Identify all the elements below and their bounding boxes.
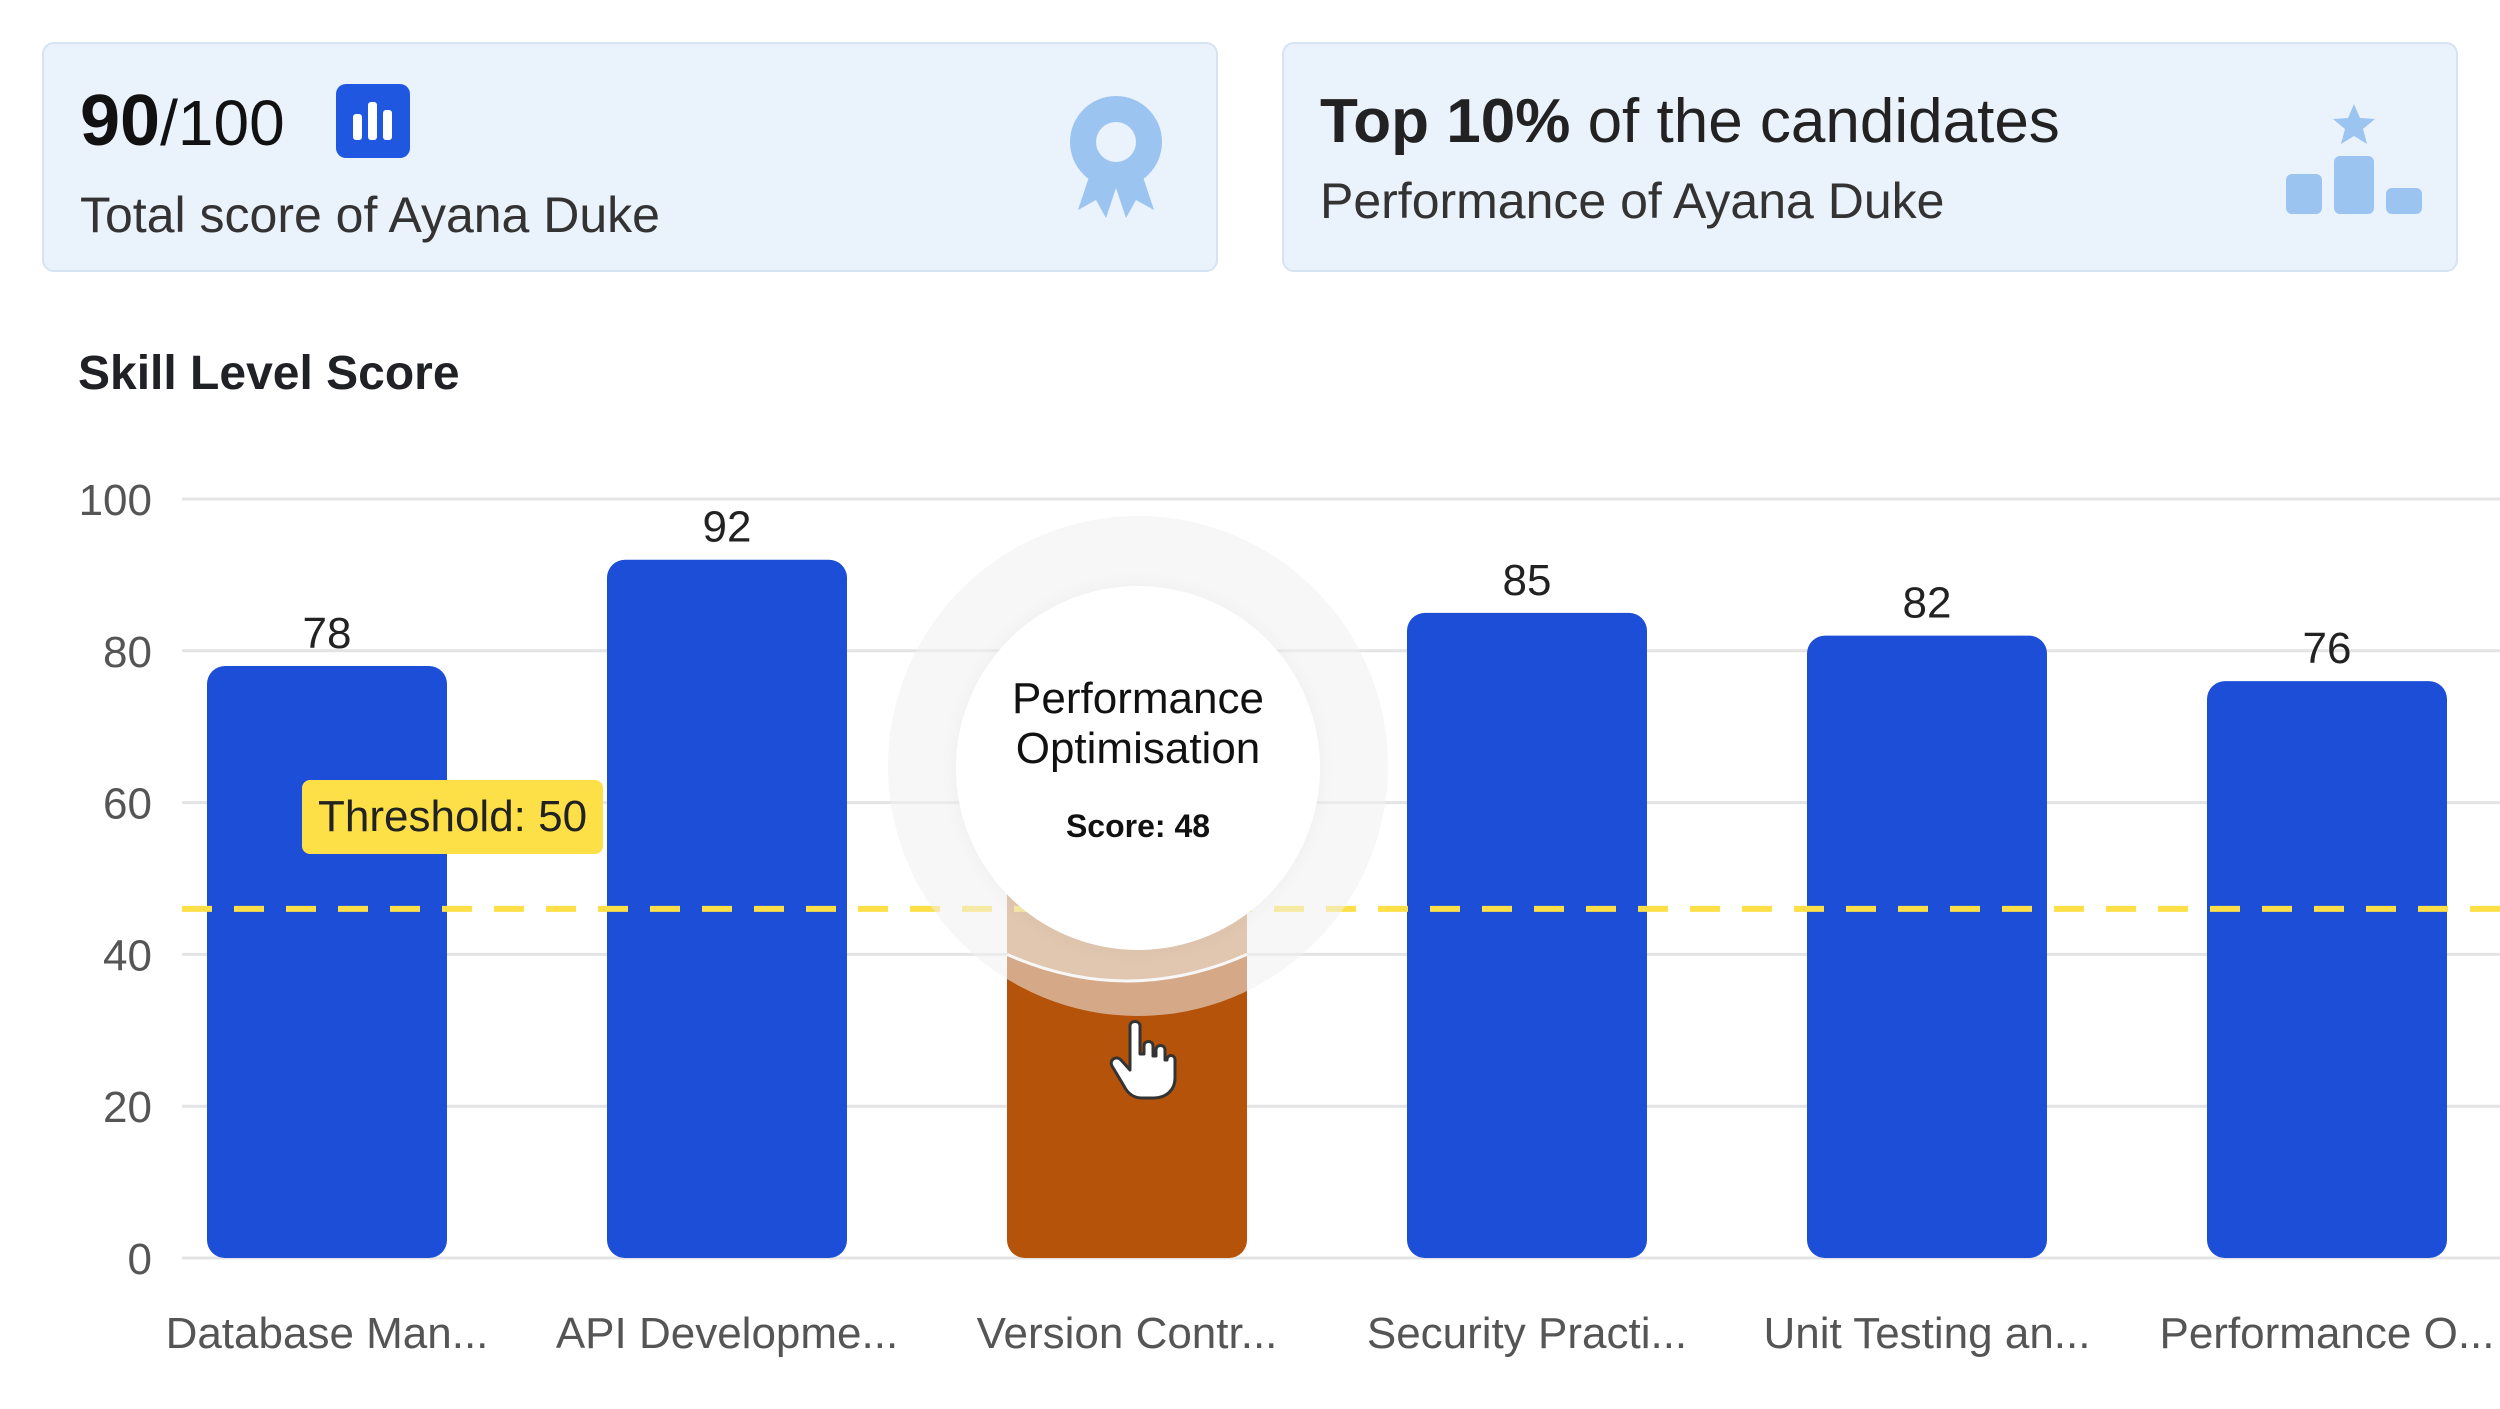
data-label: 85 (1503, 556, 1552, 605)
data-label: 92 (703, 503, 752, 552)
score-value: 90 (80, 81, 161, 161)
podium-star-icon (2284, 104, 2424, 229)
data-label: 76 (2303, 624, 2352, 673)
rank-card: Top 10% of the candidates Performance of… (1282, 42, 2458, 272)
y-tick-label: 20 (103, 1083, 152, 1132)
bar (1407, 612, 1647, 1258)
data-label: 78 (303, 609, 352, 658)
bar (2207, 681, 2447, 1258)
bar-chart-icon (336, 84, 410, 158)
x-tick-label: Version Contr... (977, 1309, 1278, 1358)
rank-rest: of the candidates (1570, 87, 2060, 156)
x-tick-label: API Developme... (556, 1309, 898, 1358)
x-tick-label: Performance O... (2159, 1309, 2494, 1358)
y-tick-label: 80 (103, 628, 152, 677)
total-score-card: 90/100 Total score of Ayana Duke (42, 42, 1218, 272)
bar-tooltip: Performance Optimisation Score: 48 (956, 586, 1320, 950)
tooltip-label: Performance Optimisation (1012, 674, 1264, 773)
x-tick-label: Security Practi... (1367, 1309, 1687, 1358)
data-label: 82 (1903, 579, 1952, 628)
y-tick-label: 100 (79, 476, 152, 525)
rank-subtitle: Performance of Ayana Duke (1320, 173, 1945, 229)
rank-title: Top 10% of the candidates (1320, 86, 2060, 157)
x-tick-label: Database Man... (166, 1309, 489, 1358)
award-ribbon-icon (1066, 92, 1166, 227)
y-tick-label: 60 (103, 780, 152, 829)
score-max: /100 (160, 87, 285, 159)
threshold-label: Threshold: 50 (302, 780, 604, 854)
bar (207, 665, 447, 1258)
rank-highlight: Top 10% (1320, 87, 1571, 156)
chart-title: Skill Level Score (78, 347, 460, 400)
y-tick-label: 0 (128, 1235, 152, 1284)
x-tick-label: Unit Testing an... (1764, 1309, 2091, 1358)
total-score: 90/100 (80, 80, 285, 162)
score-subtitle: Total score of Ayana Duke (80, 187, 660, 243)
bar (1807, 635, 2047, 1258)
y-tick-label: 40 (103, 931, 152, 980)
tooltip-score: Score: 48 (1065, 808, 1211, 844)
hand-cursor-icon (1108, 1020, 1178, 1105)
